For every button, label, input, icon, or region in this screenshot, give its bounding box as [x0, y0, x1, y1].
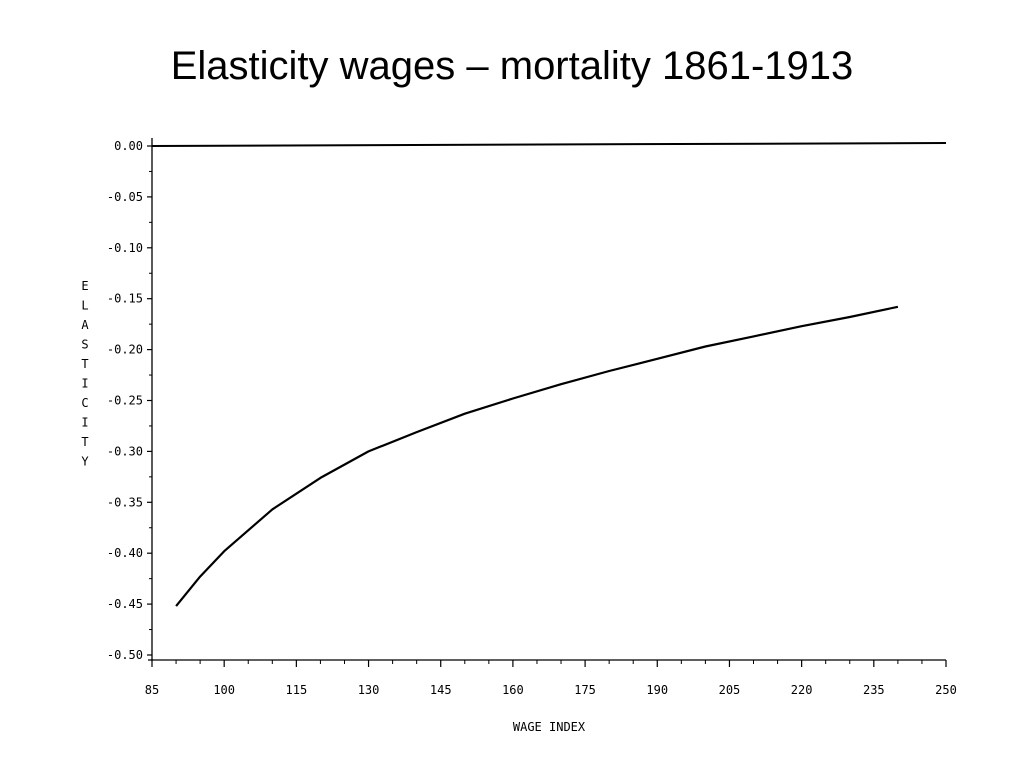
y-axis-title-letter: E: [81, 279, 88, 293]
x-tick-label: 250: [935, 683, 957, 697]
y-tick-label: -0.50: [107, 648, 143, 662]
x-tick-label: 145: [430, 683, 452, 697]
y-tick-label: -0.40: [107, 546, 143, 560]
elasticity-curve: [175, 305, 899, 607]
y-tick-label: 0.00: [114, 139, 143, 153]
y-axis-title-letter: S: [81, 338, 88, 352]
slide-title: Elasticity wages – mortality 1861-1913: [170, 44, 854, 88]
x-tick-label: 130: [358, 683, 380, 697]
x-tick-label: 115: [286, 683, 308, 697]
y-tick-label: -0.35: [107, 495, 143, 509]
y-axis-title-letter: C: [81, 396, 88, 410]
y-axis-title-letter: A: [81, 318, 89, 332]
x-tick-label: 160: [502, 683, 524, 697]
y-tick-label: -0.15: [107, 292, 143, 306]
y-axis-title-letter: T: [81, 435, 88, 449]
y-tick-label: -0.05: [107, 190, 143, 204]
y-axis-ticks: 0.00 -0.05 -0.10 -0.15 -0.20 -0.25 -0.30 -0.35 -…: [107, 139, 152, 662]
chart-axes: [148, 138, 946, 661]
y-tick-label: -0.30: [107, 444, 143, 458]
x-tick-label: 235: [863, 683, 885, 697]
x-tick-label: 100: [213, 683, 235, 697]
series-group: [151, 142, 947, 607]
x-axis-title: WAGE INDEX: [513, 720, 586, 734]
y-axis-title-letter: I: [81, 377, 88, 391]
x-tick-label: 175: [574, 683, 596, 697]
y-axis-title-letter: L: [81, 299, 88, 313]
x-tick-label: 190: [646, 683, 668, 697]
y-tick-label: -0.45: [107, 597, 143, 611]
x-tick-label: 205: [719, 683, 741, 697]
x-tick-label: 220: [791, 683, 813, 697]
y-tick-label: -0.25: [107, 394, 143, 408]
x-tick-label: 85: [145, 683, 159, 697]
y-axis-title-letter: T: [81, 357, 88, 371]
y-axis-title-letter: Y: [81, 455, 89, 469]
y-axis-title-letter: I: [81, 416, 88, 430]
y-tick-label: -0.10: [107, 241, 143, 255]
zero-reference-line: [151, 142, 947, 147]
y-tick-label: -0.20: [107, 343, 143, 357]
x-axis-ticks: 85 100 115 130 145 160 175 190 205 220 235 250: [145, 660, 957, 697]
